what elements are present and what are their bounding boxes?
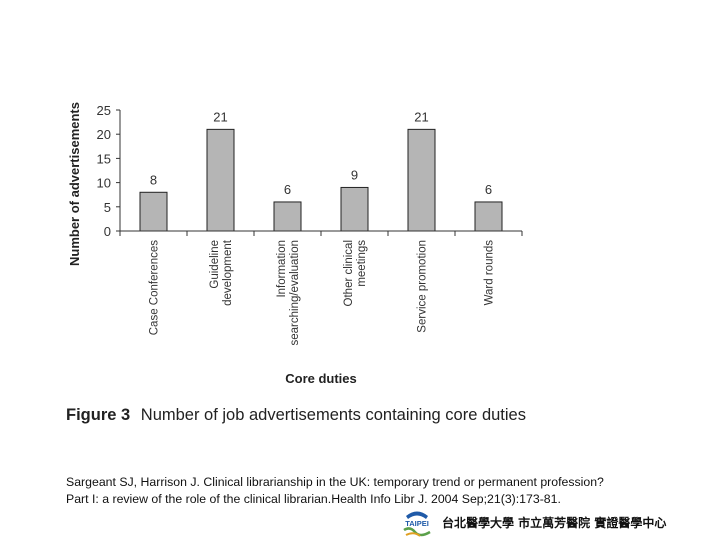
citation-line-2: Part I: a review of the role of the clin… (66, 492, 561, 506)
x-tick-label: Service promotion (417, 240, 429, 333)
y-axis: 0 5 10 15 20 25 (97, 103, 121, 239)
x-tick-label: Ward rounds (484, 240, 496, 306)
bar (340, 186, 369, 232)
data-label: 21 (213, 109, 227, 124)
x-tick-label: Other clinical (343, 240, 355, 306)
x-tick-label: development (222, 239, 234, 306)
citation-line-1: Sargeant SJ, Harrison J. Clinical librar… (66, 475, 604, 489)
bar-chart: Number of advertisements 0 5 10 15 20 25 8 21 6… (67, 102, 523, 386)
logo-text: TAIPEI (405, 519, 429, 528)
taipei-city-logo-icon: TAIPEI (403, 511, 431, 537)
data-label: 9 (351, 167, 358, 182)
x-tick-label: meetings (356, 240, 368, 287)
bar (206, 128, 235, 232)
data-label: 8 (150, 172, 157, 187)
x-axis: Case Conferences Guideline development Info… (119, 230, 523, 346)
x-axis-title: Core duties (285, 371, 357, 386)
y-axis-title: Number of advertisements (67, 102, 82, 266)
y-tick-label: 20 (97, 127, 111, 142)
x-tick-label: searching/evaluation (289, 240, 301, 346)
figure-caption-text: Number of job advertisements containing … (140, 406, 526, 424)
bar (139, 191, 168, 232)
bar (407, 128, 436, 232)
figure-number: Figure 3 (66, 406, 131, 424)
bar (474, 201, 503, 232)
x-tick-label: Guideline (209, 240, 221, 289)
data-label: 6 (485, 182, 492, 197)
bars: 8 21 6 9 21 6 (139, 109, 503, 232)
y-tick-label: 10 (97, 176, 111, 191)
citation: Sargeant SJ, Harrison J. Clinical librar… (66, 474, 706, 508)
x-tick-label: Information (276, 240, 288, 298)
y-tick-label: 5 (104, 200, 111, 215)
institution-names: 台北醫學大學 市立萬芳醫院 實證醫學中心 (442, 516, 667, 530)
data-label: 6 (284, 182, 291, 197)
data-label: 21 (414, 109, 428, 124)
y-tick-label: 0 (104, 224, 111, 239)
y-tick-label: 25 (97, 103, 111, 118)
figure-caption: Figure 3 Number of job advertisements co… (66, 406, 526, 425)
x-tick-label: Case Conferences (149, 240, 161, 335)
bar (273, 201, 302, 232)
y-tick-label: 15 (97, 151, 111, 166)
